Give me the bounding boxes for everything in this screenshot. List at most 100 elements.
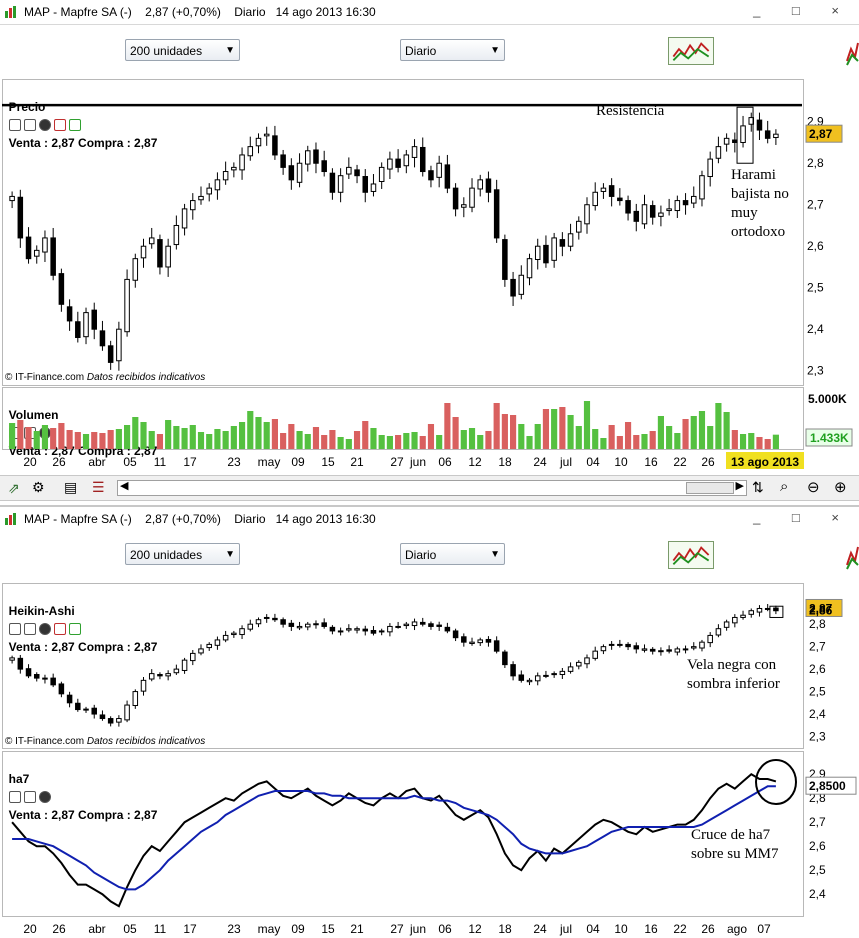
period-select[interactable]: Diario ▼ bbox=[400, 543, 505, 565]
scroll-track[interactable]: ◀ ▶ bbox=[117, 480, 747, 496]
volume-bar bbox=[247, 411, 254, 449]
candle-body bbox=[469, 187, 475, 208]
annotation-ha: sombra inferior bbox=[687, 676, 780, 692]
volume-bar bbox=[633, 435, 640, 449]
zoom-area-icon[interactable]: ⌕ bbox=[780, 478, 789, 495]
candle-body bbox=[502, 239, 508, 280]
candle-body bbox=[428, 623, 434, 627]
candle-body bbox=[346, 628, 352, 631]
volume-bar bbox=[559, 407, 566, 449]
arrow-up-icon[interactable] bbox=[68, 623, 81, 635]
candle-body bbox=[543, 674, 549, 677]
candle-body bbox=[551, 673, 557, 676]
candle-body bbox=[551, 237, 557, 261]
units-select[interactable]: 200 unidades ▼ bbox=[125, 39, 240, 61]
candle-body bbox=[148, 237, 155, 245]
zoom-out-icon[interactable]: ⊖ bbox=[807, 479, 820, 496]
y-tick-label: 2,3 bbox=[807, 364, 824, 378]
close-icon[interactable] bbox=[38, 791, 51, 803]
candle-body bbox=[231, 166, 237, 171]
units-select[interactable]: 200 unidades ▼ bbox=[125, 543, 240, 565]
volume-bar bbox=[214, 429, 221, 449]
candle-body bbox=[682, 200, 689, 206]
candle-body bbox=[124, 278, 130, 333]
wrench-icon[interactable] bbox=[8, 791, 21, 803]
candle-body bbox=[617, 643, 623, 646]
x-tick-label: 20 bbox=[23, 922, 37, 936]
candle-body bbox=[674, 648, 681, 653]
candle-body bbox=[576, 661, 582, 667]
volume-bar bbox=[403, 433, 410, 449]
autoscale-icon[interactable]: ⇗ bbox=[8, 480, 20, 496]
volume-bar bbox=[17, 420, 24, 449]
candle-body bbox=[436, 162, 442, 178]
scroll-left-icon[interactable]: ◀ bbox=[120, 480, 129, 492]
ha-panel-info: Venta : 2,87 Compra : 2,87 bbox=[8, 640, 158, 654]
x-tick-label: 26 bbox=[52, 455, 66, 469]
side-chart-icon[interactable] bbox=[845, 37, 859, 69]
candle-body bbox=[124, 704, 130, 721]
candle-body bbox=[658, 650, 664, 653]
arrow-down-icon[interactable] bbox=[53, 623, 66, 635]
window-icon[interactable] bbox=[23, 119, 36, 131]
wrench-icon[interactable] bbox=[8, 119, 21, 131]
volume-bar bbox=[436, 435, 443, 449]
candle-body bbox=[272, 617, 278, 621]
close-icon[interactable] bbox=[38, 119, 51, 131]
x-tick-label: 05 bbox=[123, 455, 137, 469]
period-select[interactable]: Diario ▼ bbox=[400, 39, 505, 61]
volume-bar bbox=[748, 433, 755, 449]
close-icon[interactable] bbox=[38, 623, 51, 635]
volume-bar bbox=[156, 434, 164, 449]
candle-body bbox=[748, 610, 755, 615]
chart-style-icon[interactable] bbox=[668, 37, 714, 65]
window-icon[interactable] bbox=[23, 623, 36, 635]
window-icon[interactable] bbox=[23, 791, 36, 803]
ha-chart[interactable]: 2,8 2,7 2,6 2,5 2,4 2,3 2,872,86 Vela negra con… bbox=[2, 583, 859, 749]
window-controls[interactable]: _ □ × bbox=[753, 510, 853, 525]
price-chart[interactable]: 2,92,82,72,62,52,42,32,87ResistenciaHara… bbox=[2, 79, 859, 386]
wrench-icon[interactable] bbox=[8, 623, 21, 635]
volume-bar bbox=[592, 429, 599, 449]
compare-icon[interactable]: ⇅ bbox=[752, 479, 764, 495]
x-tick-label: 16 bbox=[644, 922, 658, 936]
chart-style-icon[interactable] bbox=[668, 541, 714, 569]
window-controls[interactable]: _ □ × bbox=[753, 3, 853, 18]
annotation-harami: bajista no bbox=[731, 186, 789, 202]
candle-body bbox=[362, 628, 369, 632]
candle-body bbox=[132, 258, 139, 281]
candle-body bbox=[617, 197, 623, 202]
side-chart-icon[interactable] bbox=[845, 541, 859, 573]
volume-bar bbox=[197, 432, 205, 449]
scroll-thumb[interactable] bbox=[686, 482, 734, 494]
candle-body bbox=[691, 195, 697, 204]
volume-bar bbox=[460, 430, 467, 449]
volume-bar bbox=[682, 419, 689, 449]
volume-bar bbox=[485, 431, 492, 449]
candle-body bbox=[116, 328, 122, 362]
candle-body bbox=[600, 187, 607, 192]
candle-body bbox=[411, 146, 418, 158]
candle-body bbox=[17, 657, 24, 670]
volume-bar bbox=[362, 421, 369, 449]
scroll-right-icon[interactable]: ▶ bbox=[735, 480, 744, 492]
candle-body bbox=[666, 649, 672, 652]
zoom-in-icon[interactable]: ⊕ bbox=[834, 479, 847, 496]
candle-body bbox=[329, 172, 336, 193]
table-icon[interactable]: ▤ bbox=[64, 479, 78, 495]
candle-body bbox=[764, 607, 771, 610]
annotation-harami: Harami bbox=[731, 167, 776, 183]
volume-chart[interactable]: 5.000K 1.433K bbox=[2, 387, 859, 450]
layers-icon[interactable]: ☰ bbox=[92, 479, 105, 495]
volume-bar bbox=[329, 430, 336, 449]
x-tick-label: 15 bbox=[321, 922, 335, 936]
x-tick-label: 10 bbox=[614, 922, 628, 936]
volume-bar bbox=[230, 426, 237, 449]
arrow-down-icon[interactable] bbox=[53, 119, 66, 131]
candle-body bbox=[691, 646, 697, 649]
indicator-icon[interactable]: ⚙ bbox=[32, 479, 45, 495]
x-tick-label: 26 bbox=[701, 922, 715, 936]
volume-bar bbox=[452, 417, 459, 449]
arrow-up-icon[interactable] bbox=[68, 119, 81, 131]
